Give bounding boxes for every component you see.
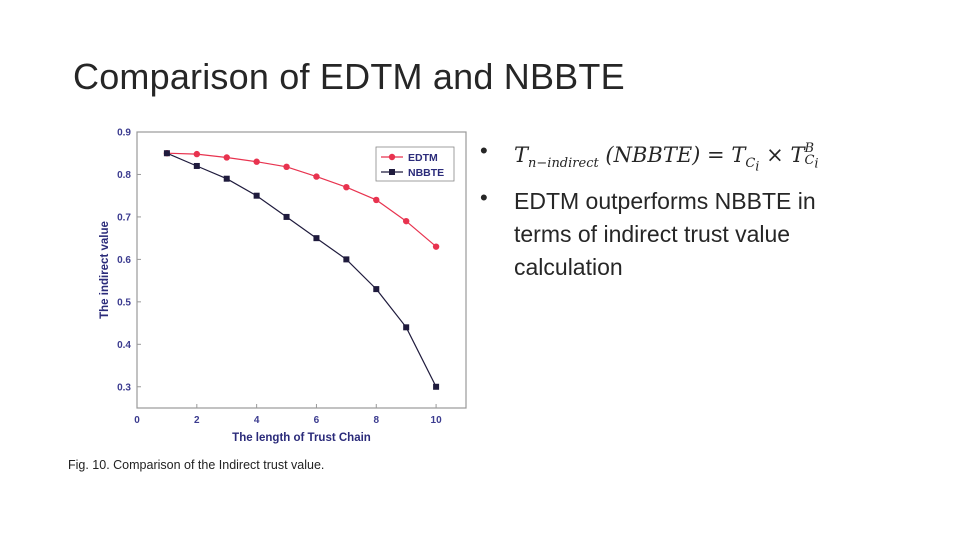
legend-marker-edtm [388, 153, 396, 161]
legend-label-nbbte: NBBTE [408, 167, 444, 179]
formula: Tn−indirect (NBBTE) = TCi × TB Ci [514, 140, 819, 175]
y-axis-label: The indirect value [99, 221, 111, 319]
series-line-edtm [166, 152, 437, 248]
data-point-nbbte [223, 175, 230, 182]
y-tick-label: 0.6 [117, 255, 131, 266]
data-point-edtm [253, 158, 260, 165]
x-tick-label: 8 [373, 415, 379, 426]
data-point-edtm [313, 173, 320, 180]
x-axis-label: The length of Trust Chain [232, 432, 371, 444]
data-point-edtm [193, 150, 201, 158]
bullet-list: • Tn−indirect (NBBTE) = TCi × TB Ci • EDT… [478, 138, 878, 284]
data-point-nbbte [193, 162, 200, 169]
y-tick-label: 0.7 [117, 212, 131, 223]
data-point-nbbte [343, 256, 350, 263]
data-point-edtm [283, 163, 290, 171]
legend-marker-nbbte [389, 169, 395, 175]
x-tick-label: 2 [194, 415, 200, 426]
legend-label-edtm: EDTM [408, 152, 438, 164]
slide-title: Comparison of EDTM and NBBTE [73, 56, 625, 97]
data-point-nbbte [163, 150, 170, 157]
data-point-edtm [402, 217, 410, 225]
figure-caption: Fig. 10. Comparison of the Indirect trus… [68, 458, 325, 472]
x-tick-label: 6 [314, 415, 320, 426]
y-tick-label: 0.9 [117, 128, 131, 139]
bullet-text: EDTM outperforms NBBTE in terms of indir… [514, 187, 816, 280]
y-tick-label: 0.8 [117, 170, 131, 181]
data-point-nbbte [403, 324, 410, 331]
bullet-formula: • Tn−indirect (NBBTE) = TCi × TB Ci [478, 138, 878, 185]
x-tick-label: 0 [134, 415, 140, 426]
y-tick-label: 0.5 [117, 297, 131, 308]
data-point-edtm [223, 154, 230, 161]
plot-frame [136, 131, 467, 409]
data-point-nbbte [433, 383, 440, 390]
data-point-nbbte [313, 235, 320, 242]
series-line-nbbte [166, 152, 437, 388]
data-point-nbbte [373, 286, 380, 293]
data-point-edtm [432, 243, 440, 250]
data-point-nbbte [253, 192, 260, 199]
data-point-edtm [343, 184, 350, 191]
bullet-dot-icon: • [480, 138, 488, 163]
bullet-dot-icon: • [480, 184, 488, 210]
data-point-nbbte [283, 213, 290, 220]
bullet-conclusion: • EDTM outperforms NBBTE in terms of ind… [478, 185, 878, 284]
y-tick-label: 0.3 [117, 382, 131, 393]
x-tick-label: 4 [254, 415, 260, 426]
y-tick-label: 0.4 [117, 340, 131, 351]
legend-box [375, 146, 455, 182]
data-point-edtm [373, 196, 380, 204]
x-tick-label: 10 [431, 415, 443, 426]
